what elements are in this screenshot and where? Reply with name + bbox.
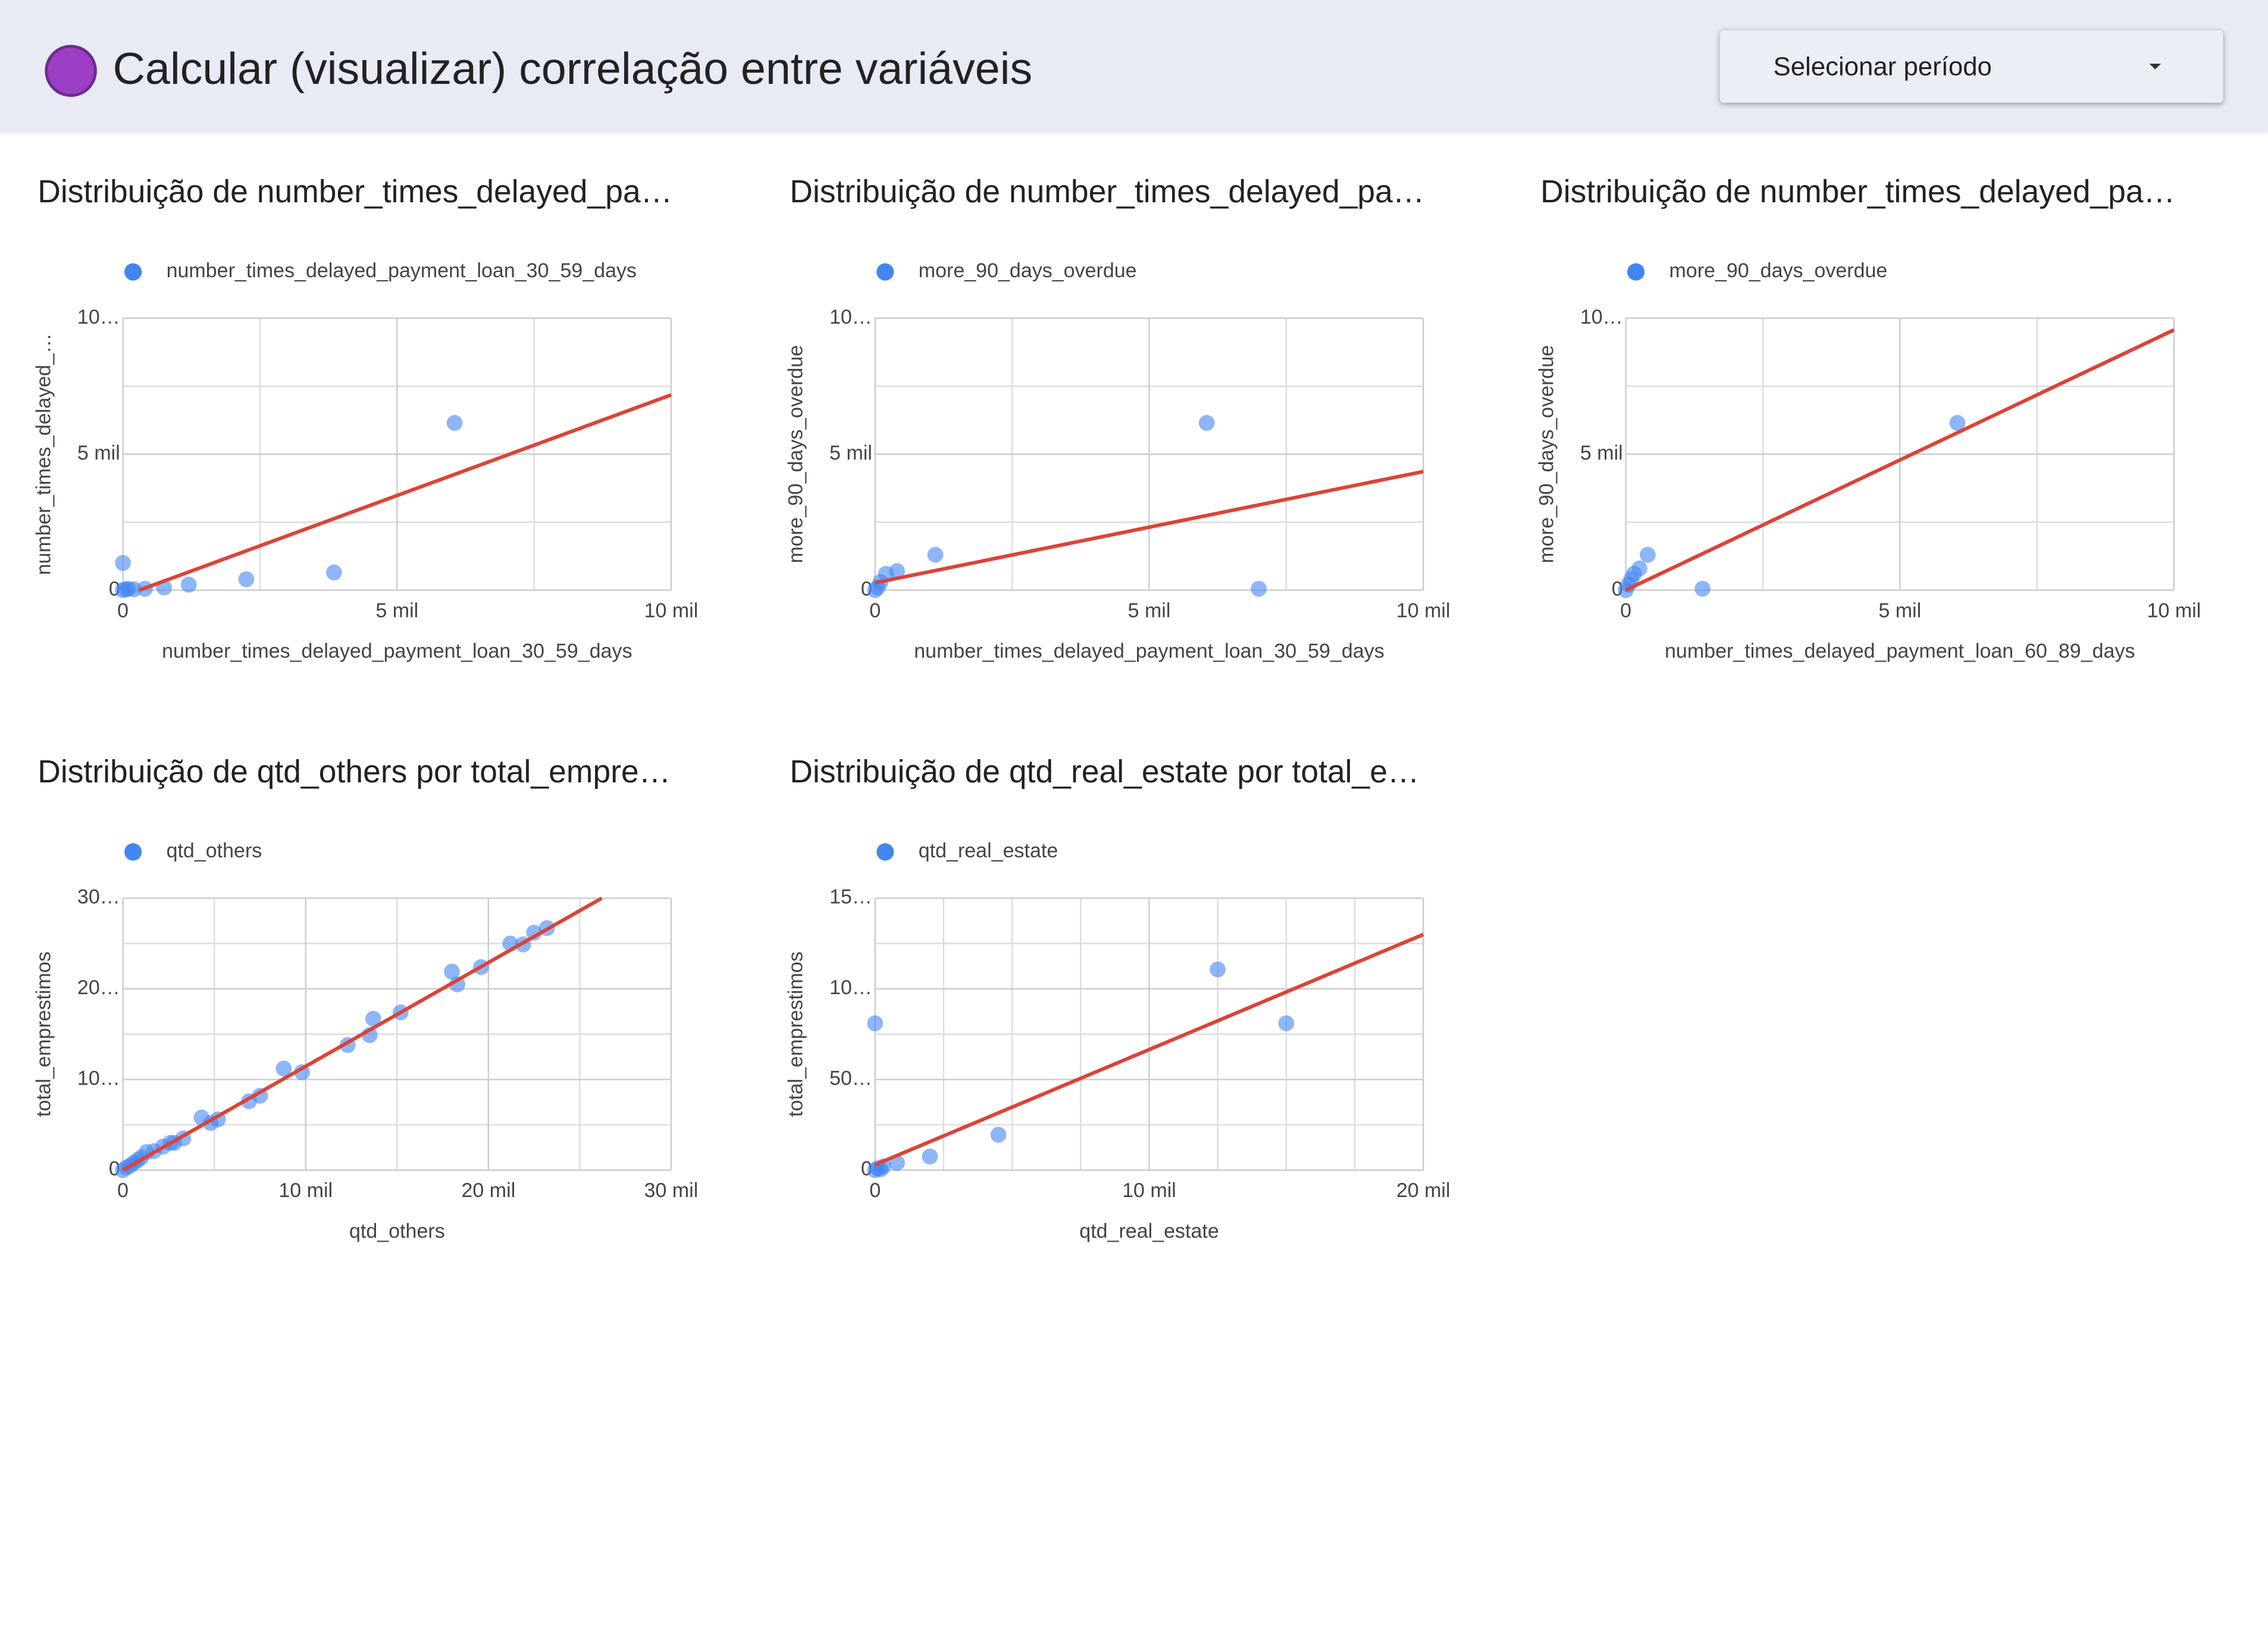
data-point [444,963,460,980]
data-point [526,925,543,941]
chart-title: Distribuição de qtd_others por total_emp… [37,754,671,789]
chart-title: Distribuição de number_times_delayed_pa… [37,174,672,209]
data-point [326,564,342,581]
data-point [927,547,944,563]
period-dropdown[interactable]: Selecionar período [1719,30,2223,103]
legend-label: qtd_others [167,839,262,862]
chart: Distribuição de qtd_real_estate por tota… [785,754,1451,1243]
data-point [922,1148,938,1165]
y-tick-label: 50… [829,1067,872,1089]
x-tick-label: 0 [869,599,881,622]
data-point [1631,560,1647,577]
y-axis-title: total_emprestimos [785,951,807,1117]
data-point [115,554,131,571]
x-tick-label: 0 [117,599,129,622]
x-tick-label: 20 mil [462,1179,516,1202]
data-point [365,1010,381,1027]
y-tick-label: 30… [77,886,120,908]
legend-label: number_times_delayed_payment_loan_30_59_… [167,259,637,282]
y-tick-label: 10… [77,306,120,328]
data-point [1278,1015,1295,1032]
chart-title: Distribuição de number_times_delayed_pa… [1540,174,2175,209]
legend-label: more_90_days_overdue [919,259,1137,282]
x-axis-title: qtd_real_estate [1079,1220,1219,1242]
dropdown-label: Selecionar período [1773,52,1992,82]
y-tick-label: 5 mil [829,441,872,464]
data-point [889,563,906,579]
legend-marker [124,263,142,281]
data-point [275,1060,292,1077]
data-point [294,1064,311,1080]
legend-label: qtd_real_estate [919,839,1058,862]
data-point [449,976,466,992]
x-tick-label: 10 mil [1396,599,1451,622]
y-tick-label: 5 mil [1580,441,1623,464]
y-tick-label: 10… [1580,306,1623,328]
x-tick-label: 0 [1620,599,1631,622]
data-point [446,415,463,431]
x-axis-title: number_times_delayed_payment_loan_30_59_… [914,640,1384,662]
data-point [1640,547,1656,563]
trendline [874,932,1424,1167]
data-point [238,571,255,587]
y-tick-label: 5 mil [77,441,120,464]
chart: Distribuição de qtd_others por total_emp… [32,754,698,1243]
data-point [180,577,197,593]
x-tick-label: 10 mil [644,599,698,622]
chart: Distribuição de number_times_delayed_pa…… [32,174,698,663]
y-tick-label: 10… [829,306,872,328]
trendline [139,393,672,592]
x-tick-label: 5 mil [375,599,418,622]
x-tick-label: 5 mil [1128,599,1171,622]
y-axis-title: more_90_days_overdue [1535,345,1558,563]
legend-marker [876,843,894,861]
x-tick-label: 20 mil [1396,1179,1451,1202]
chart-title: Distribuição de number_times_delayed_pa… [790,174,1424,209]
data-point [1198,415,1215,431]
legend-marker [124,843,142,861]
title-icon [45,45,97,97]
trendline [1625,328,2175,592]
dropdown-caret [2149,63,2162,70]
x-tick-label: 5 mil [1878,599,1921,622]
x-tick-label: 0 [869,1179,881,1202]
y-tick-label: 15… [829,886,872,908]
data-point [1949,415,1966,431]
y-axis-title: number_times_delayed_… [32,333,55,575]
legend-marker [1627,263,1645,281]
data-point [1694,581,1711,597]
data-point [990,1126,1007,1143]
trendline [122,897,603,1172]
chart: Distribuição de number_times_delayed_pa…… [785,174,1451,663]
legend-marker [876,263,894,281]
chart: Distribuição de number_times_delayed_pa…… [1535,174,2201,663]
x-tick-label: 30 mil [644,1179,698,1202]
header: Calcular (visualizar) correlação entre v… [0,0,2268,133]
x-tick-label: 10 mil [278,1179,333,1202]
x-axis-title: qtd_others [349,1220,445,1242]
chart-title: Distribuição de qtd_real_estate por tota… [790,754,1419,789]
x-axis-title: number_times_delayed_payment_loan_30_59_… [162,640,632,662]
x-tick-label: 10 mil [2147,599,2201,622]
x-axis-title: number_times_delayed_payment_loan_60_89_… [1665,640,2135,662]
legend-label: more_90_days_overdue [1669,259,1887,282]
y-tick-label: 10… [829,976,872,999]
data-point [867,1015,884,1032]
page-title: Calcular (visualizar) correlação entre v… [112,43,1033,95]
y-axis-title: total_emprestimos [32,951,55,1117]
trendline [875,469,1424,585]
y-axis-title: more_90_days_overdue [785,345,807,563]
x-tick-label: 10 mil [1122,1179,1176,1202]
y-tick-label: 20… [77,976,120,999]
data-point [1210,961,1226,978]
x-tick-label: 0 [117,1179,129,1202]
data-point [1251,581,1267,597]
y-tick-label: 10… [77,1067,120,1089]
